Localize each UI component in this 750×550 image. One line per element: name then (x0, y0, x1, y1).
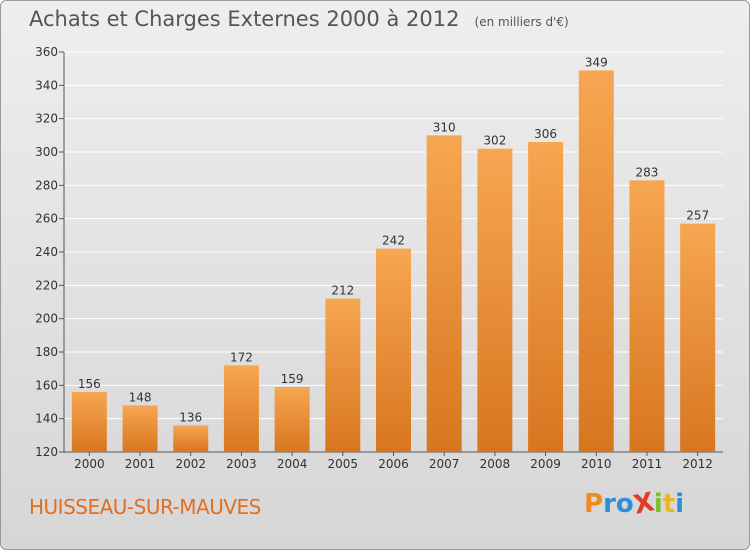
x-tick-label: 2005 (328, 457, 359, 471)
data-label: 156 (78, 377, 101, 391)
data-label: 310 (433, 120, 456, 134)
bar (325, 298, 361, 452)
x-tick-label: 2009 (530, 457, 561, 471)
x-tick-label: 2000 (74, 457, 105, 471)
bars (71, 70, 716, 453)
y-tick-label: 280 (35, 178, 58, 192)
y-tick-label: 220 (35, 278, 58, 292)
bar (223, 365, 259, 452)
data-label: 302 (483, 134, 506, 148)
data-label: 242 (382, 234, 405, 248)
bar (173, 425, 209, 452)
bar (578, 70, 614, 452)
data-label: 159 (281, 372, 304, 386)
data-label: 172 (230, 350, 253, 364)
bar (71, 392, 107, 452)
data-label: 148 (129, 390, 152, 404)
y-tick-label: 320 (35, 112, 58, 126)
y-tick-label: 340 (35, 78, 58, 92)
bar-chart: 120 140 160 180 200 220 240 260 280 300 320 340 360 2… (35, 45, 723, 471)
logo-letter: o (615, 489, 634, 519)
data-label: 212 (331, 284, 354, 298)
x-tick-label: 2011 (632, 457, 663, 471)
commune-name: HUISSEAU-SUR-MAUVES (29, 495, 261, 519)
x-tick-label: 2010 (581, 457, 612, 471)
y-tick-label: 300 (35, 145, 58, 159)
bar (376, 248, 411, 452)
logo-letter: r (603, 489, 616, 519)
bar (477, 148, 513, 452)
x-tick-label: 2007 (429, 457, 460, 471)
y-tick-label: 120 (35, 445, 58, 459)
x-tick-label: 2004 (277, 457, 308, 471)
y-tick-label: 180 (35, 345, 58, 359)
axes: 120 140 160 180 200 220 240 260 280 300 320 340 360 2… (35, 45, 723, 471)
y-tick-label: 200 (35, 312, 58, 326)
logo-letter: P (584, 489, 604, 519)
data-label: 283 (636, 165, 659, 179)
bar (274, 387, 310, 452)
x-tick-label: 2006 (378, 457, 409, 471)
chart-subtitle: (en milliers d'€) (474, 15, 569, 29)
bar (122, 405, 158, 452)
y-tick-label: 360 (35, 45, 58, 59)
y-tick-label: 240 (35, 245, 58, 259)
y-tick-label: 160 (35, 378, 58, 392)
x-tick-label: 2003 (226, 457, 257, 471)
logo-letter: i (675, 489, 685, 519)
proxiti-logo[interactable]: ProXiti (584, 487, 685, 521)
chart-title: Achats et Charges Externes 2000 à 2012 (29, 7, 460, 31)
x-tick-label: 2002 (175, 457, 206, 471)
x-tick-label: 2012 (682, 457, 713, 471)
bar (629, 180, 665, 453)
logo-letter: t (662, 489, 676, 519)
data-label: 349 (585, 55, 608, 69)
x-tick-label: 2008 (480, 457, 511, 471)
data-label: 136 (179, 410, 202, 424)
data-label: 257 (686, 209, 709, 223)
y-tick-label: 260 (35, 212, 58, 226)
x-tick-label: 2001 (125, 457, 156, 471)
data-label: 306 (534, 127, 557, 141)
data-labels: 156 148 136 172 159 212 242 310 302 306 349 283 257 (78, 55, 709, 424)
bar (528, 142, 564, 452)
logo-letter: i (653, 489, 663, 519)
bar (680, 223, 716, 452)
title-row: Achats et Charges Externes 2000 à 2012 (… (29, 7, 569, 31)
y-tick-label: 140 (35, 412, 58, 426)
bar (426, 135, 462, 453)
